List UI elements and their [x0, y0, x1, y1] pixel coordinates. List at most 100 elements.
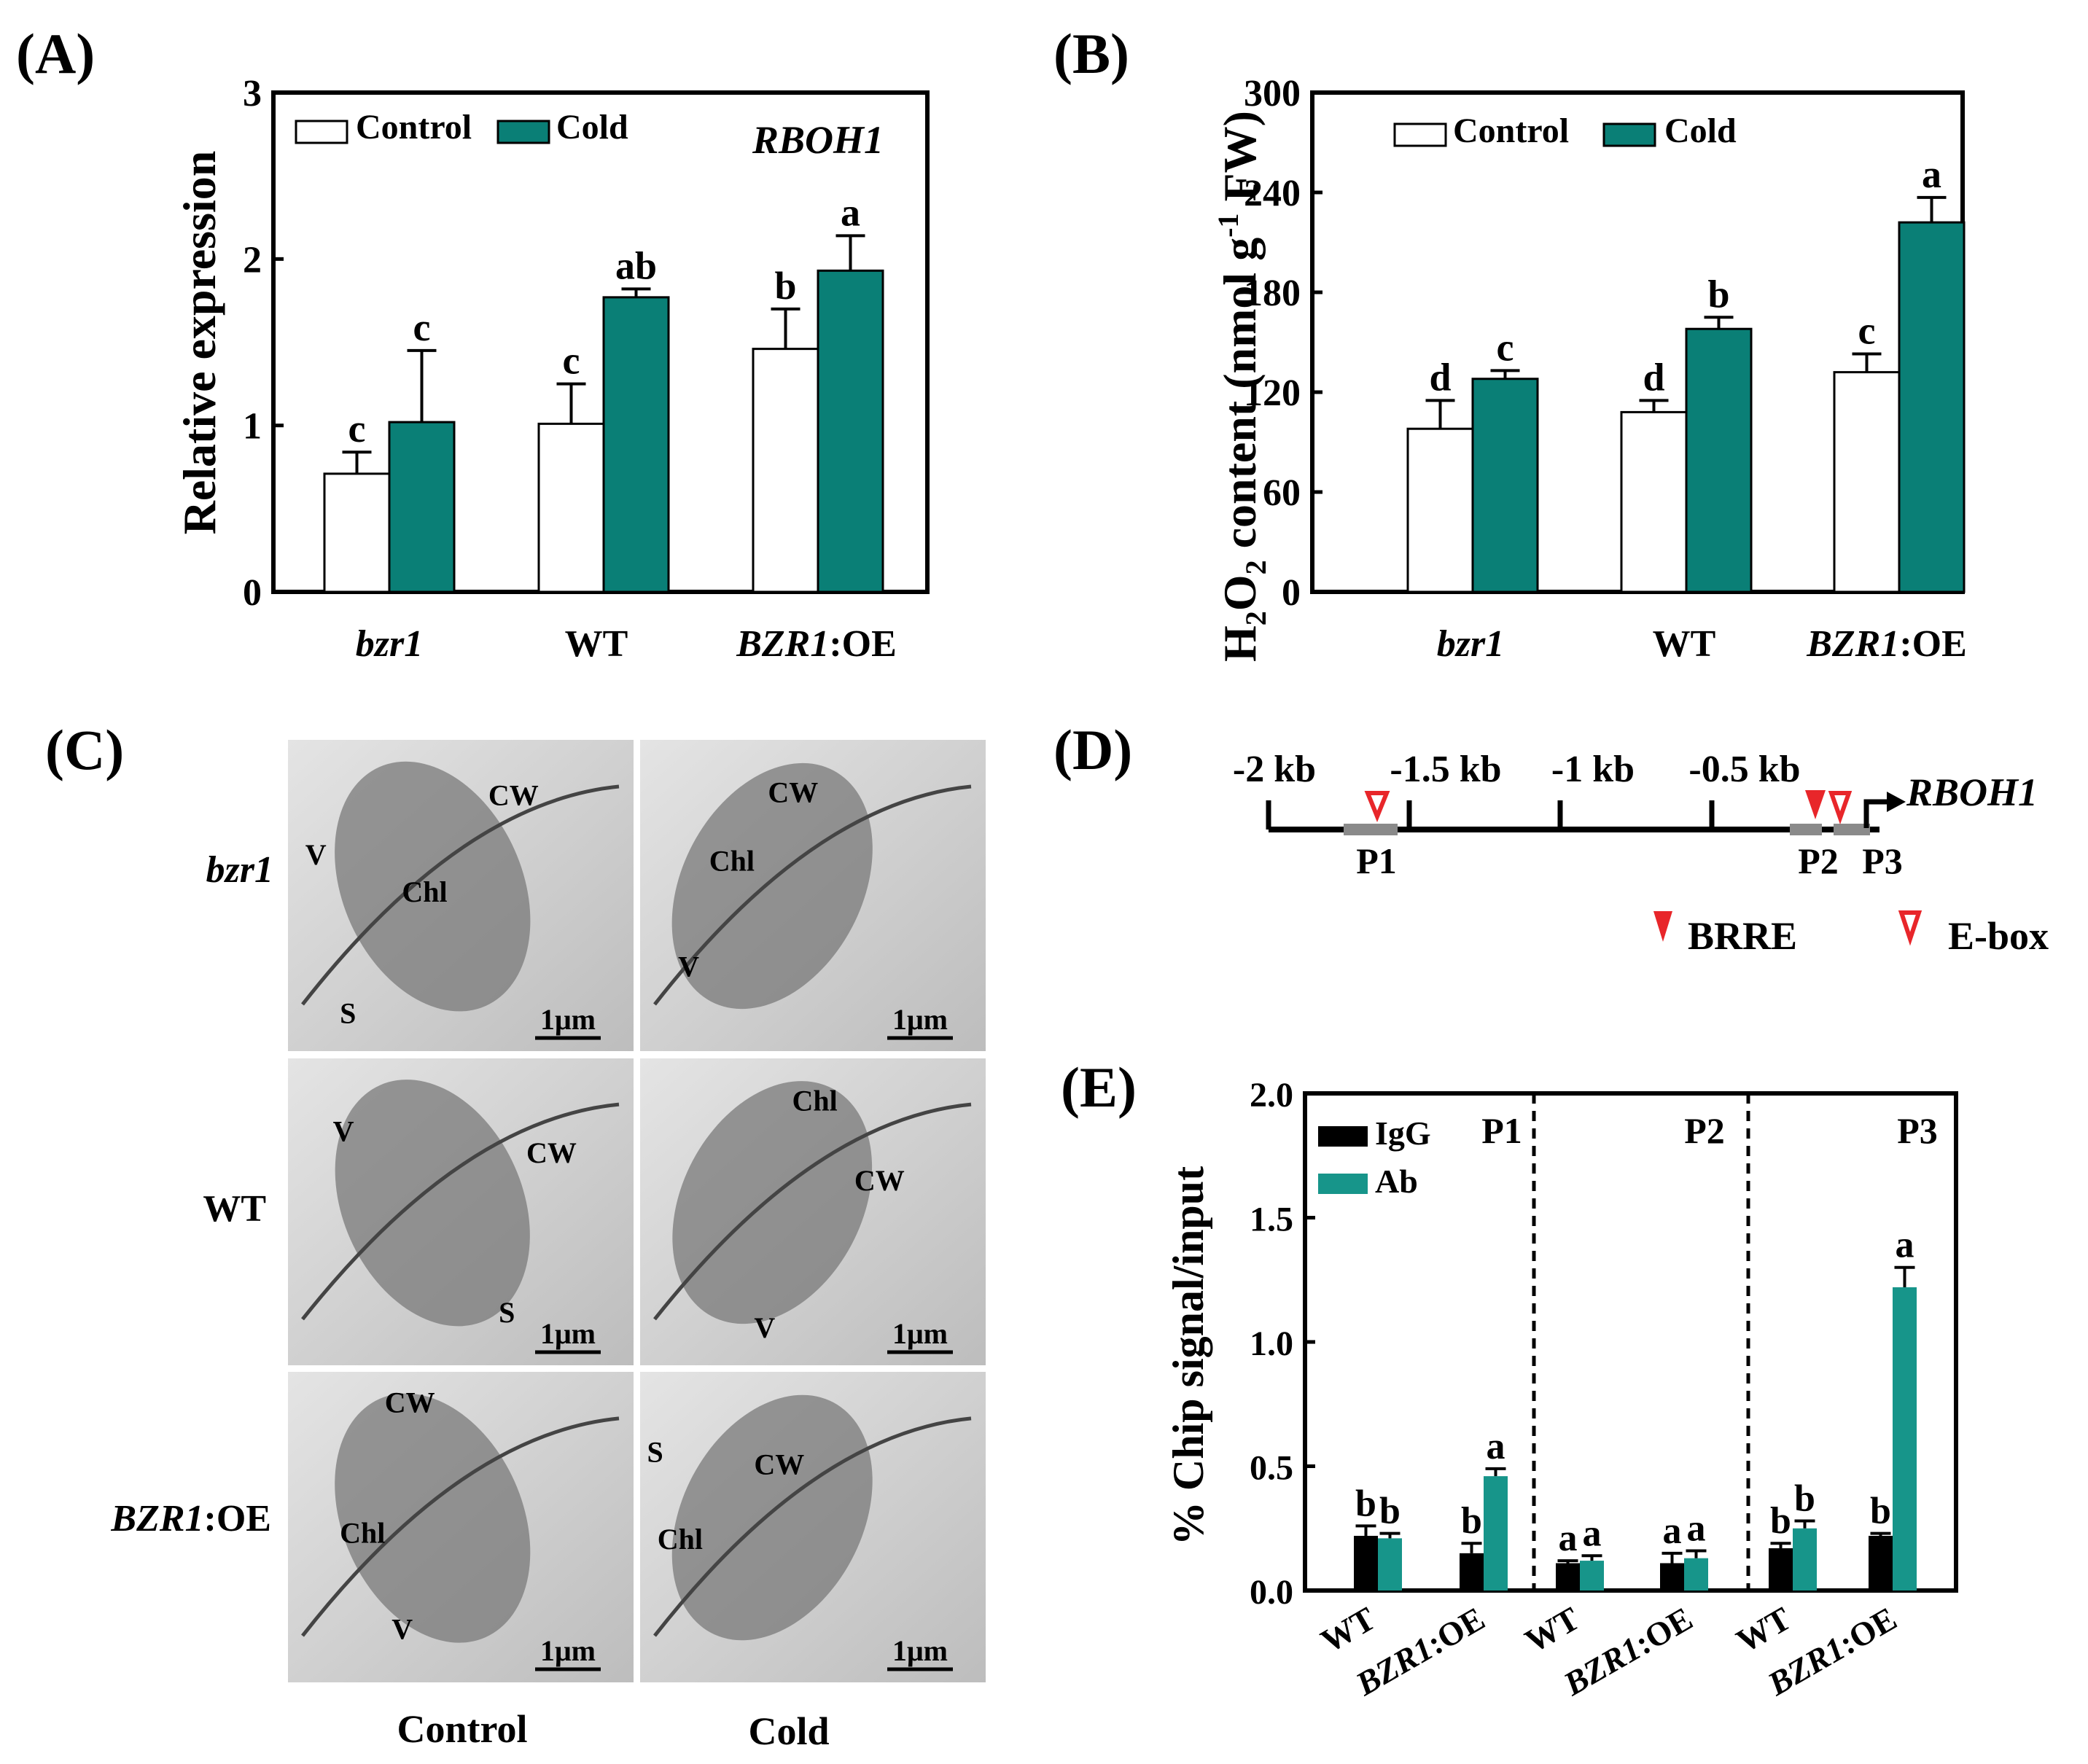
region-p2-bar — [1790, 824, 1822, 835]
significance-letter: b — [774, 264, 796, 308]
bar-cold-2 — [1898, 221, 1966, 593]
significance-letter: a — [1559, 1518, 1578, 1559]
structure-label: Chl — [709, 844, 755, 877]
chart-b-xtick-bzr1: bzr1 — [1437, 623, 1504, 665]
y-tick-label: 240 — [1244, 173, 1301, 214]
chart-a-xtick-wt: WT — [565, 623, 628, 665]
structure-label: CW — [526, 1136, 577, 1169]
bar-cold-2 — [817, 269, 884, 593]
legend-swatch-cold — [1602, 122, 1656, 147]
legend-label-control: Control — [356, 108, 472, 147]
significance-letter: c — [1858, 308, 1876, 352]
bar-cold-1 — [1685, 327, 1753, 593]
structure-label: V — [305, 838, 327, 871]
bar-igg-0 — [1354, 1535, 1378, 1591]
bar-control-2 — [752, 348, 819, 593]
group-label-p2: P2 — [1684, 1110, 1725, 1151]
legend-swatch-control — [295, 120, 348, 144]
chart-e-xtick-p2-oe: BZR1:OE — [1557, 1599, 1699, 1703]
bar-control-1 — [1620, 410, 1688, 593]
significance-letter: b — [1461, 1500, 1482, 1542]
structure-label: S — [647, 1436, 663, 1469]
chart-e-xtick-p2-wt: WT — [1519, 1599, 1586, 1660]
chloroplast-shape — [335, 1393, 531, 1643]
chloroplast-shape — [671, 762, 873, 1010]
scale-bar-label: 1μm — [540, 1634, 596, 1667]
bar-cold-0 — [388, 421, 456, 593]
bar-ab-2 — [1580, 1561, 1604, 1591]
significance-letter: b — [1770, 1500, 1791, 1542]
y-tick-label: 1.5 — [1250, 1201, 1293, 1239]
tss-arrow — [1863, 799, 1890, 828]
scale-bar-label: 1μm — [540, 1317, 596, 1350]
col-label-cold: Cold — [748, 1709, 829, 1753]
label-1-5kb: -1.5 kb — [1390, 749, 1501, 790]
chart-e: % Chip signal/input IgG Ab P1 P2 P3 WT B… — [1164, 1076, 1958, 1703]
significance-letter: ab — [615, 243, 657, 287]
region-label-p3: P3 — [1862, 840, 1903, 881]
significance-letter: b — [1794, 1478, 1815, 1520]
panel-label-c: (C) — [45, 718, 124, 781]
ebox-marker — [1828, 791, 1853, 825]
row-label-wt: WT — [203, 1188, 266, 1230]
bar-ab-0 — [1378, 1538, 1402, 1591]
significance-letter: a — [1896, 1225, 1914, 1266]
bar-igg-5 — [1869, 1535, 1893, 1591]
significance-letter: c — [413, 305, 431, 349]
chloroplast-shape — [335, 1080, 530, 1327]
y-tick-label: 60 — [1263, 472, 1301, 514]
bar-control-0 — [323, 472, 391, 593]
row-label-bzr1: bzr1 — [206, 849, 273, 891]
region-label-p1: P1 — [1356, 840, 1397, 881]
structure-label: CW — [854, 1164, 905, 1197]
significance-letter: c — [1497, 325, 1514, 369]
chart-e-ylabel: % Chip signal/input — [1164, 1166, 1212, 1545]
gene-label: RBOH1 — [1906, 770, 2038, 814]
micrograph-tile: V CW S 1μm — [288, 1058, 634, 1365]
scale-bar-label: 1μm — [892, 1634, 948, 1667]
group-label-p3: P3 — [1897, 1110, 1938, 1151]
chart-b-xtick-oe: BZR1:OE — [1806, 623, 1967, 665]
structure-label: V — [333, 1115, 354, 1148]
scale-bar-label: 1μm — [892, 1317, 948, 1350]
legend-brre-marker — [1653, 911, 1672, 942]
structure-label: Chl — [402, 875, 447, 908]
y-tick-label: 180 — [1244, 273, 1301, 314]
cell-wall-line — [653, 1416, 972, 1637]
bar-igg-2 — [1556, 1563, 1580, 1591]
chart-e-xtick-p3-wt: WT — [1730, 1599, 1797, 1660]
panel-d: -2 kb -1.5 kb -1 kb -0.5 kb RBOH1 P1 P2 … — [1233, 749, 2049, 958]
chart-a-ylabel: Relative expression — [174, 151, 225, 535]
group-label-p1: P1 — [1481, 1110, 1522, 1151]
significance-letter: d — [1429, 355, 1451, 399]
bar-igg-1 — [1460, 1553, 1484, 1591]
panel-label-d: (D) — [1053, 718, 1132, 781]
y-tick-label: 2.0 — [1250, 1076, 1293, 1115]
significance-letter: b — [1379, 1491, 1401, 1532]
bar-cold-1 — [602, 296, 670, 593]
chloroplast-shape — [672, 1081, 873, 1324]
structure-label: Chl — [658, 1523, 703, 1556]
significance-letter: b — [1707, 272, 1729, 316]
legend-label-cold: Cold — [556, 108, 628, 147]
legend-ebox-marker — [1898, 910, 1923, 946]
bar-igg-4 — [1769, 1548, 1793, 1591]
legend-swatch-igg — [1318, 1126, 1368, 1147]
structure-label: CW — [385, 1386, 435, 1418]
y-tick-label: 0 — [1282, 572, 1301, 614]
region-p3-bar — [1834, 824, 1870, 835]
structure-label: CW — [488, 779, 539, 812]
bar-cold-0 — [1471, 378, 1539, 593]
structure-label: CW — [768, 776, 818, 808]
significance-letter: a — [1583, 1513, 1602, 1554]
micrograph-tile: CW Chl V S 1μm — [288, 740, 634, 1051]
chart-a: Relative expression RBOH1 Control Cold b… — [174, 73, 930, 665]
legend-label-control: Control — [1453, 112, 1569, 150]
legend-brre-label: BRRE — [1688, 914, 1797, 958]
cell-wall-line — [653, 1102, 972, 1321]
bar-control-2 — [1833, 371, 1901, 593]
label-2kb: -2 kb — [1233, 749, 1316, 790]
y-tick-label: 0.0 — [1250, 1573, 1293, 1612]
legend-swatch-control — [1393, 122, 1447, 147]
y-tick-label: 120 — [1244, 372, 1301, 414]
